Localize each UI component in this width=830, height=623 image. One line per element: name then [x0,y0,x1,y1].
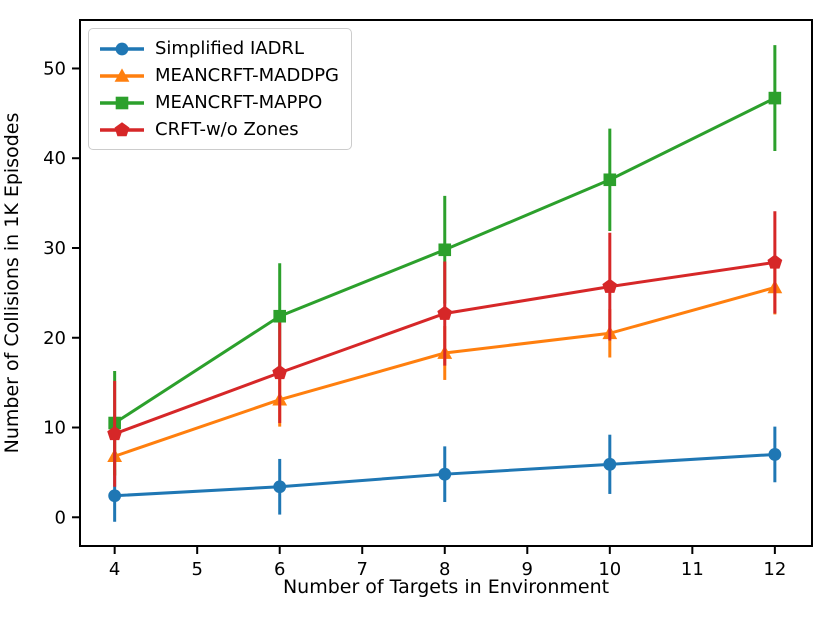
y-tick-label: 40 [43,148,66,169]
data-point-marker [602,278,618,293]
legend-item: MEANCRFT-MADDPG [99,63,339,88]
data-point-marker [438,243,452,257]
data-point-marker [108,489,122,503]
data-point-marker [768,91,782,105]
data-point-marker [273,309,287,323]
legend-label: Simplified IADRL [155,38,304,59]
data-point-marker [767,254,783,269]
legend-label: MEANCRFT-MAPPO [155,92,323,113]
y-axis-label: Number of Collisions in 1K Episodes [1,112,23,454]
legend-label: CRFT-w/o Zones [155,119,299,140]
data-point-marker [437,305,453,320]
x-tick-label: 12 [763,559,786,580]
data-point-marker [603,173,617,187]
y-tick-label: 20 [43,328,66,349]
data-point-marker [273,480,287,494]
legend-label: MEANCRFT-MADDPG [155,65,339,86]
x-tick-label: 8 [439,559,450,580]
data-point-marker [603,457,617,471]
data-point-marker [438,467,452,481]
y-tick-label: 30 [43,238,66,259]
legend-marker-icon [100,67,144,82]
legend-item: Simplified IADRL [99,36,339,61]
legend-item: MEANCRFT-MAPPO [99,90,339,115]
x-tick-label: 9 [522,559,533,580]
x-tick-label: 5 [191,559,202,580]
data-point-marker [768,448,782,461]
y-tick-label: 50 [43,58,66,79]
plot-border [79,19,813,547]
data-point-marker [107,426,123,441]
x-tick-label: 11 [681,559,704,580]
y-tick-label: 10 [43,418,66,439]
legend-marker-icon [100,96,144,109]
data-point-marker [272,364,288,380]
x-axis-label: Number of Targets in Environment [282,576,610,598]
x-tick-label: 7 [357,559,368,580]
x-tick-label: 6 [274,559,285,580]
legend-marker-icon [100,121,144,136]
legend-item: CRFT-w/o Zones [99,117,339,142]
x-tick-label: 10 [598,559,621,580]
y-tick-label: 0 [55,507,66,528]
legend-marker-icon [100,42,144,55]
legend: Simplified IADRL MEANCRFT-MADDPG MEANCRFT-… [88,28,352,150]
x-tick-label: 4 [109,559,120,580]
